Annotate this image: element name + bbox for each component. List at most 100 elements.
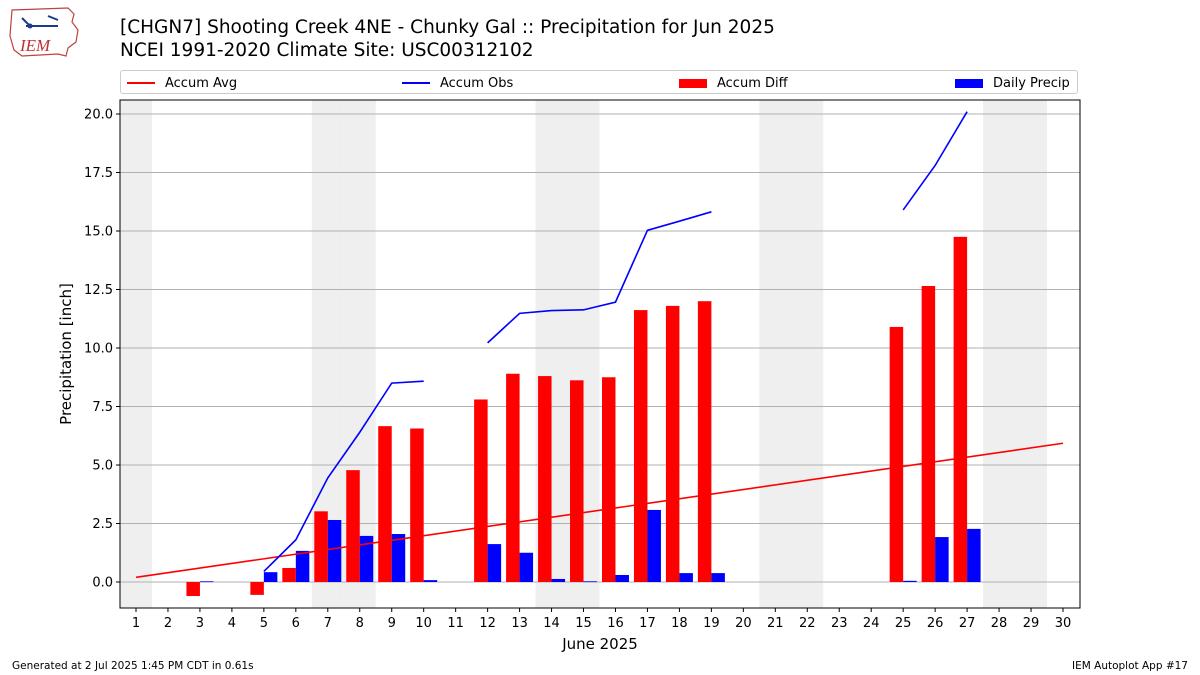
x-tick-label: 13 xyxy=(511,616,528,631)
daily-precip-bar xyxy=(551,578,566,582)
daily-precip-bar xyxy=(423,580,438,582)
logo-text: IEM xyxy=(19,36,51,55)
legend-label-accum-obs: Accum Obs xyxy=(440,75,514,91)
daily-precip-bar xyxy=(583,581,598,583)
daily-precip-bar xyxy=(391,534,406,582)
accum-diff-bar xyxy=(282,567,296,582)
x-tick-label: 9 xyxy=(388,616,396,631)
accum-diff-bar xyxy=(953,236,968,582)
x-tick-label: 16 xyxy=(607,616,624,631)
x-tick-label: 19 xyxy=(703,616,720,631)
x-tick-label: 26 xyxy=(927,616,944,631)
legend: Accum Avg Accum Obs Accum Diff Daily Pre… xyxy=(120,70,1078,94)
accum-diff-bar xyxy=(186,582,200,597)
legend-label-accum-diff: Accum Diff xyxy=(717,75,788,91)
accum-diff-bar xyxy=(697,301,712,582)
daily-precip-bar xyxy=(935,537,949,582)
daily-precip-bar xyxy=(647,509,661,582)
x-tick-label: 11 xyxy=(447,616,464,631)
accum-diff-bar xyxy=(665,305,680,582)
accum-diff-bar xyxy=(314,511,328,582)
x-tick-label: 12 xyxy=(479,616,496,631)
x-tick-label: 14 xyxy=(543,616,560,631)
x-tick-label: 2 xyxy=(164,616,172,631)
accum-avg-line xyxy=(135,442,1064,579)
x-tick-label: 23 xyxy=(831,616,848,631)
chart-title: [CHGN7] Shooting Creek 4NE - Chunky Gal … xyxy=(120,17,775,38)
accum-obs-line xyxy=(263,380,424,573)
legend-swatch-daily-precip xyxy=(955,78,983,88)
x-tick-label: 4 xyxy=(228,616,236,631)
daily-precip-bar xyxy=(199,581,214,583)
x-tick-label: 3 xyxy=(196,616,204,631)
x-tick-label: 6 xyxy=(292,616,300,631)
x-tick-label: 10 xyxy=(415,616,432,631)
footer-app: IEM Autoplot App #17 xyxy=(1072,660,1188,672)
y-tick-label: 17.5 xyxy=(84,166,113,181)
accum-obs-line xyxy=(487,211,712,344)
legend-item-daily-precip: Daily Precip xyxy=(955,74,1070,92)
legend-swatch-accum-diff xyxy=(679,78,707,88)
y-tick-label: 7.5 xyxy=(92,400,113,415)
footer-generated: Generated at 2 Jul 2025 1:45 PM CDT in 0… xyxy=(12,660,254,672)
x-axis-label: June 2025 xyxy=(561,635,638,653)
daily-precip-bar xyxy=(711,573,725,582)
daily-precip-bar xyxy=(487,544,502,582)
accum-diff-bar xyxy=(570,380,584,582)
x-tick-label: 21 xyxy=(767,616,784,631)
x-tick-label: 17 xyxy=(639,616,656,631)
x-tick-label: 27 xyxy=(959,616,976,631)
x-tick-label: 8 xyxy=(356,616,364,631)
x-tick-label: 25 xyxy=(895,616,912,631)
accum-diff-bar xyxy=(410,428,424,582)
state-outline-icon xyxy=(9,7,79,57)
accum-diff-bar xyxy=(346,470,360,582)
weekend-shade xyxy=(120,100,152,608)
x-tick-label: 22 xyxy=(799,616,816,631)
weekend-shade xyxy=(983,100,1016,608)
iem-logo: IEM xyxy=(9,7,79,57)
x-tick-label: 24 xyxy=(863,616,880,631)
y-tick-label: 12.5 xyxy=(84,283,113,298)
accum-diff-bar xyxy=(474,399,488,582)
legend-swatch-accum-avg xyxy=(127,82,155,84)
legend-label-daily-precip: Daily Precip xyxy=(993,75,1070,91)
y-tick-label: 20.0 xyxy=(84,108,113,123)
x-tick-label: 30 xyxy=(1055,616,1072,631)
daily-precip-bar xyxy=(359,535,374,582)
accum-diff-bar xyxy=(250,582,264,595)
legend-item-accum-avg: Accum Avg xyxy=(127,74,237,92)
accum-diff-bar xyxy=(378,426,392,582)
y-tick-label: 15.0 xyxy=(84,225,113,240)
weekend-shade xyxy=(791,100,824,608)
accum-diff-bar xyxy=(889,326,904,582)
y-tick-label: 10.0 xyxy=(84,342,113,357)
daily-precip-bar xyxy=(679,573,693,582)
x-tick-label: 28 xyxy=(991,616,1008,631)
plot-frame xyxy=(119,99,1081,609)
daily-precip-bar xyxy=(519,552,534,582)
accum-diff-bar xyxy=(538,376,552,582)
y-tick-label: 0.0 xyxy=(92,576,113,591)
daily-precip-bar xyxy=(327,519,342,582)
x-tick-label: 1 xyxy=(132,616,140,631)
x-tick-label: 20 xyxy=(735,616,752,631)
x-tick-label: 5 xyxy=(260,616,268,631)
daily-precip-bar xyxy=(263,572,278,582)
daily-precip-bar xyxy=(295,550,310,582)
weekend-shade xyxy=(1015,100,1048,608)
x-tick-label: 18 xyxy=(671,616,688,631)
accum-diff-bar xyxy=(601,377,616,582)
accum-obs-line xyxy=(902,111,968,211)
legend-label-accum-avg: Accum Avg xyxy=(165,75,238,91)
accum-diff-bar xyxy=(921,285,936,582)
x-tick-label: 15 xyxy=(575,616,592,631)
x-tick-label: 29 xyxy=(1023,616,1040,631)
x-tick-label: 7 xyxy=(324,616,332,631)
legend-item-accum-obs: Accum Obs xyxy=(402,74,513,92)
legend-swatch-accum-obs xyxy=(402,82,430,84)
y-axis-label: Precipitation [inch] xyxy=(57,283,75,425)
chart-subtitle: NCEI 1991-2020 Climate Site: USC00312102 xyxy=(120,40,534,61)
accum-diff-bar xyxy=(506,373,520,582)
